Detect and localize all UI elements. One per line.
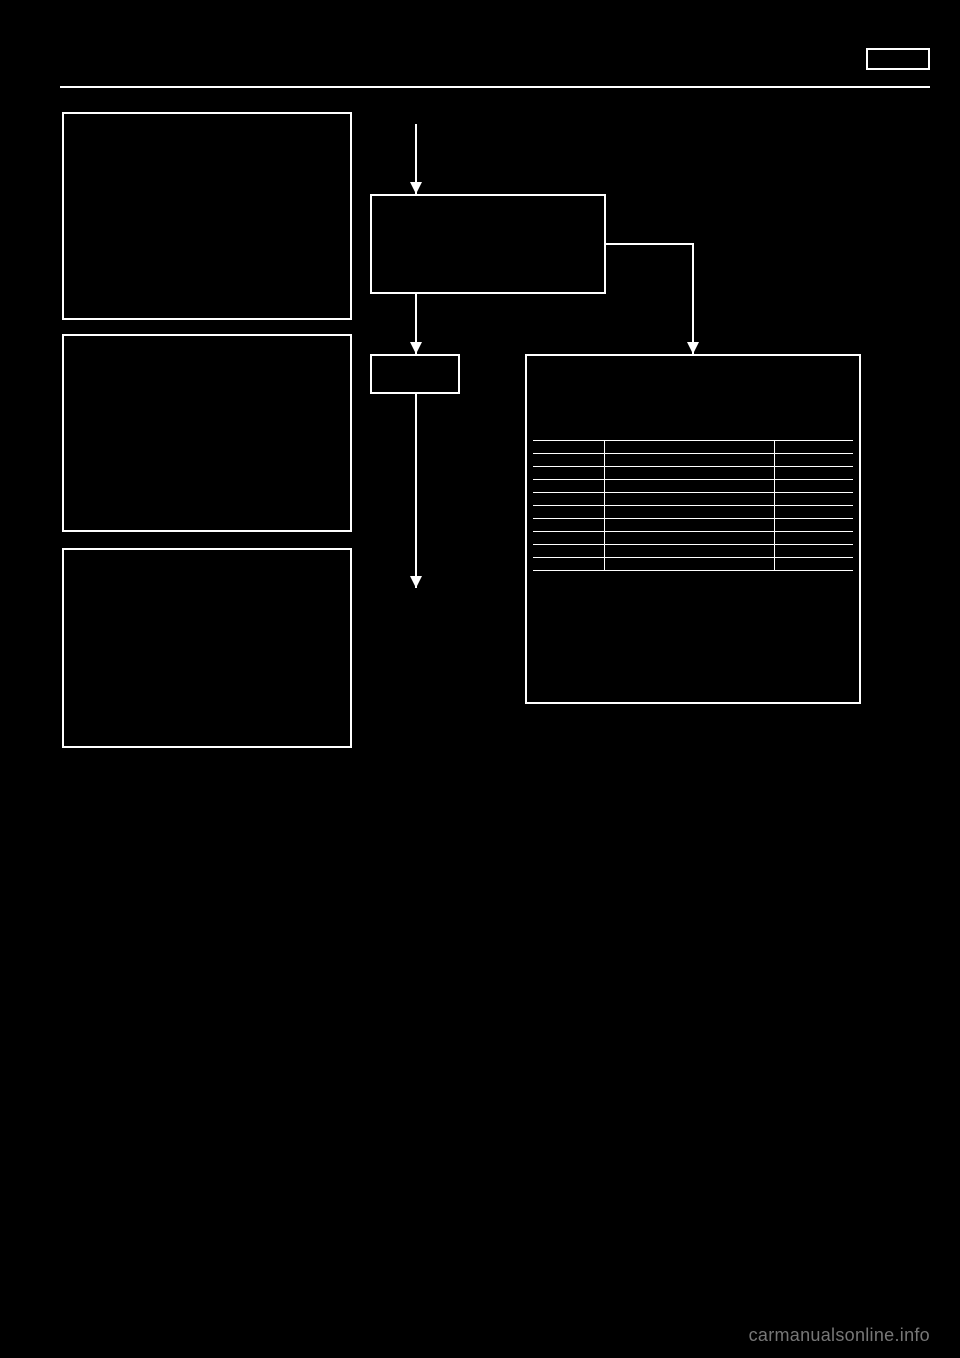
flow-box-f-table <box>533 440 853 694</box>
flow-box-f-title <box>527 356 859 372</box>
table-cell <box>533 506 605 518</box>
table-cell <box>775 519 853 531</box>
table-cell <box>605 506 775 518</box>
table-cell <box>605 558 775 570</box>
table-col-0 <box>533 441 605 453</box>
page-tab <box>866 48 930 70</box>
flow-box-b-title <box>64 336 350 352</box>
header-rule <box>60 86 930 88</box>
flow-box-a <box>62 112 352 320</box>
table-cell <box>775 454 853 466</box>
table-cell <box>775 480 853 492</box>
table-row <box>533 506 853 519</box>
table-cell <box>775 493 853 505</box>
table-col-1 <box>605 441 775 453</box>
table-cell <box>533 480 605 492</box>
flow-box-d-body <box>372 212 604 222</box>
table-row <box>533 545 853 558</box>
table-cell <box>533 545 605 557</box>
table-cell <box>605 454 775 466</box>
table-cell <box>605 519 775 531</box>
flow-box-a-body <box>64 130 350 140</box>
table-cell <box>605 480 775 492</box>
table-cell <box>775 545 853 557</box>
table-row <box>533 467 853 480</box>
flow-box-d-title <box>372 196 604 212</box>
flow-box-d <box>370 194 606 294</box>
table-cell <box>605 493 775 505</box>
table-cell <box>533 519 605 531</box>
table-cell <box>533 493 605 505</box>
flow-box-e <box>370 354 460 394</box>
table-row <box>533 493 853 506</box>
flow-box-f <box>525 354 861 704</box>
table-cell <box>533 454 605 466</box>
footer-brand: carmanualsonline.info <box>749 1325 930 1346</box>
table-col-2 <box>775 441 853 453</box>
flow-box-b-body <box>64 352 350 362</box>
table-row <box>533 532 853 545</box>
table-cell <box>605 532 775 544</box>
flow-box-c <box>62 548 352 748</box>
table-row <box>533 558 853 571</box>
table-cell <box>533 532 605 544</box>
table-cell <box>605 467 775 479</box>
table-header-row <box>533 441 853 454</box>
table-cell <box>533 558 605 570</box>
table-row <box>533 454 853 467</box>
table-cell <box>775 558 853 570</box>
flow-box-c-body <box>64 566 350 576</box>
flow-box-a-title <box>64 114 350 130</box>
flow-box-c-title <box>64 550 350 566</box>
table-cell <box>775 506 853 518</box>
table-cell <box>775 467 853 479</box>
table-cell <box>605 545 775 557</box>
table-cell <box>775 532 853 544</box>
table-row <box>533 519 853 532</box>
table-cell <box>533 467 605 479</box>
flow-box-f-subtitle <box>527 372 859 382</box>
flow-box-b <box>62 334 352 532</box>
table-row <box>533 480 853 493</box>
